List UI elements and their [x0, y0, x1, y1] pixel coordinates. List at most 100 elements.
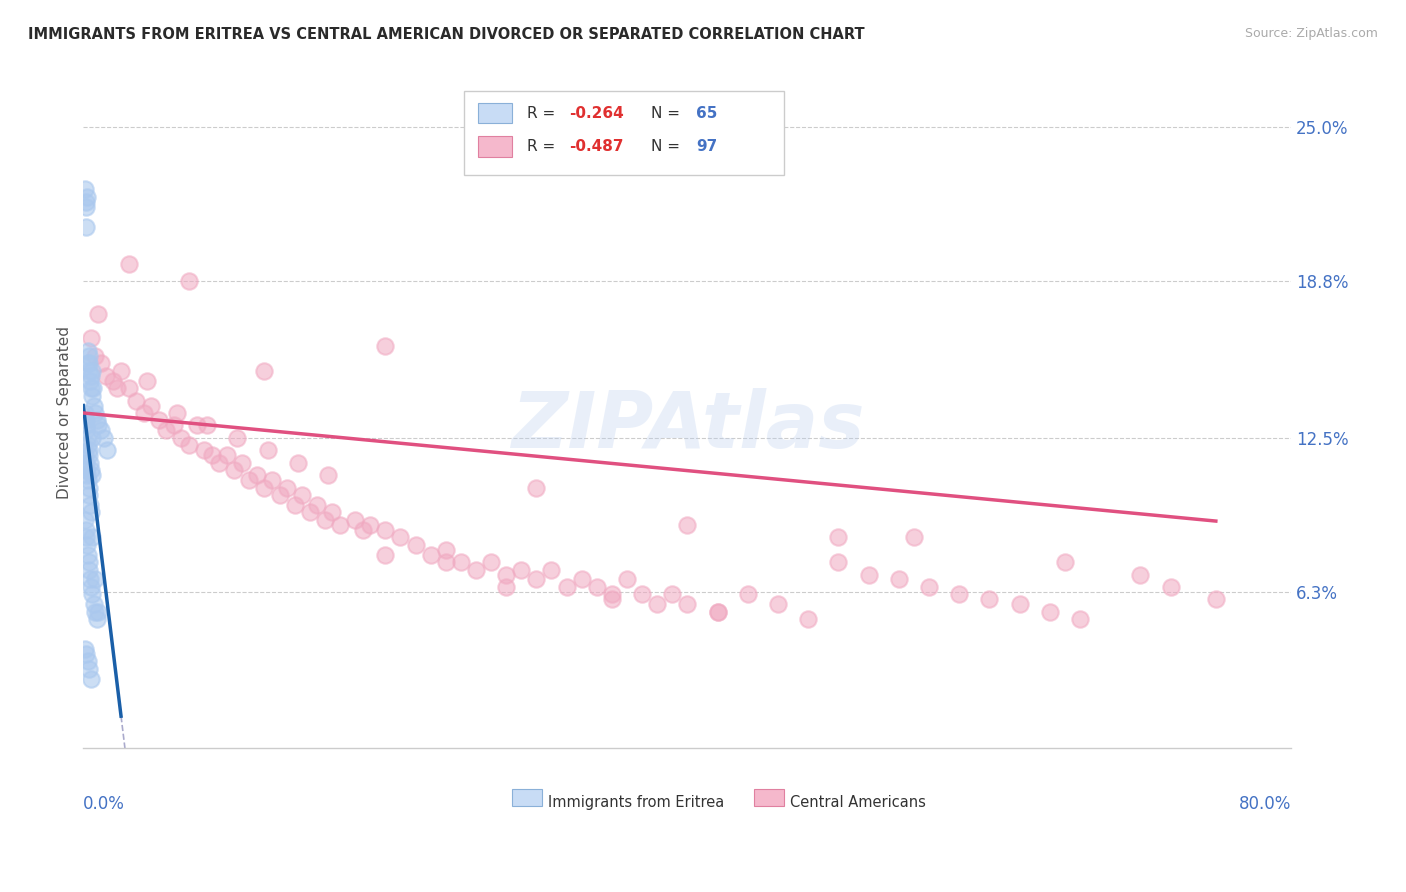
- Point: [77, 555, 100, 569]
- Point: [79, 488, 101, 502]
- Point: [87, 605, 110, 619]
- Point: [125, 393, 148, 408]
- Point: [495, 567, 517, 582]
- Point: [797, 612, 820, 626]
- Point: [1069, 612, 1091, 626]
- Point: [75, 200, 97, 214]
- Point: [73, 182, 96, 196]
- Point: [75, 219, 97, 234]
- Text: N =: N =: [651, 105, 685, 120]
- Point: [80, 381, 103, 395]
- Point: [76, 548, 98, 562]
- Point: [389, 530, 412, 544]
- Point: [76, 473, 98, 487]
- Text: R =: R =: [527, 139, 560, 154]
- Point: [80, 580, 103, 594]
- Point: [103, 374, 125, 388]
- Point: [82, 587, 104, 601]
- Point: [84, 573, 107, 587]
- Point: [676, 598, 699, 612]
- Point: [329, 517, 352, 532]
- Point: [260, 473, 283, 487]
- Point: [600, 592, 623, 607]
- Point: [948, 587, 970, 601]
- Point: [79, 456, 101, 470]
- Point: [287, 456, 309, 470]
- Point: [256, 443, 278, 458]
- Y-axis label: Divorced or Separated: Divorced or Separated: [58, 326, 72, 500]
- Point: [73, 406, 96, 420]
- Point: [616, 573, 638, 587]
- Text: -0.264: -0.264: [569, 105, 624, 120]
- Point: [82, 468, 104, 483]
- Point: [344, 513, 367, 527]
- Point: [76, 431, 98, 445]
- Point: [83, 399, 105, 413]
- Point: [555, 580, 578, 594]
- Point: [434, 555, 457, 569]
- Point: [80, 364, 103, 378]
- Point: [75, 194, 97, 209]
- Point: [827, 555, 849, 569]
- Point: [918, 580, 941, 594]
- Point: [80, 331, 103, 345]
- Point: [1053, 555, 1076, 569]
- Point: [177, 438, 200, 452]
- Point: [73, 513, 96, 527]
- Point: [661, 587, 683, 601]
- Point: [887, 573, 910, 587]
- Point: [903, 530, 925, 544]
- Point: [141, 399, 163, 413]
- Text: Source: ZipAtlas.com: Source: ZipAtlas.com: [1244, 27, 1378, 40]
- Point: [86, 612, 108, 626]
- Point: [224, 463, 246, 477]
- Point: [291, 488, 314, 502]
- Point: [110, 364, 132, 378]
- Point: [706, 605, 728, 619]
- Point: [374, 548, 396, 562]
- Point: [76, 538, 98, 552]
- Point: [571, 573, 593, 587]
- Point: [524, 573, 547, 587]
- Point: [307, 498, 329, 512]
- Point: [231, 456, 253, 470]
- Point: [79, 562, 101, 576]
- Point: [1008, 598, 1031, 612]
- Point: [76, 343, 98, 358]
- Point: [84, 605, 107, 619]
- Point: [405, 538, 427, 552]
- Text: -0.487: -0.487: [569, 139, 623, 154]
- Point: [79, 662, 101, 676]
- Point: [1129, 567, 1152, 582]
- Point: [1205, 592, 1227, 607]
- Point: [77, 443, 100, 458]
- Point: [419, 548, 441, 562]
- Point: [75, 530, 97, 544]
- FancyBboxPatch shape: [478, 103, 512, 123]
- Point: [374, 339, 396, 353]
- Point: [585, 580, 607, 594]
- Point: [82, 381, 104, 395]
- Text: IMMIGRANTS FROM ERITREA VS CENTRAL AMERICAN DIVORCED OR SEPARATED CORRELATION CH: IMMIGRANTS FROM ERITREA VS CENTRAL AMERI…: [28, 27, 865, 42]
- Point: [75, 647, 97, 661]
- Point: [75, 418, 97, 433]
- Point: [238, 473, 260, 487]
- Point: [193, 443, 215, 458]
- Point: [77, 481, 100, 495]
- Point: [737, 587, 759, 601]
- Point: [766, 598, 789, 612]
- Point: [75, 413, 97, 427]
- Point: [359, 517, 381, 532]
- Point: [352, 523, 374, 537]
- Point: [155, 423, 177, 437]
- Point: [434, 542, 457, 557]
- Point: [90, 423, 112, 437]
- Point: [479, 555, 502, 569]
- Text: 97: 97: [696, 139, 717, 154]
- Point: [80, 431, 103, 445]
- Point: [600, 587, 623, 601]
- Point: [321, 505, 343, 519]
- Point: [208, 456, 231, 470]
- Point: [253, 364, 276, 378]
- FancyBboxPatch shape: [754, 789, 785, 805]
